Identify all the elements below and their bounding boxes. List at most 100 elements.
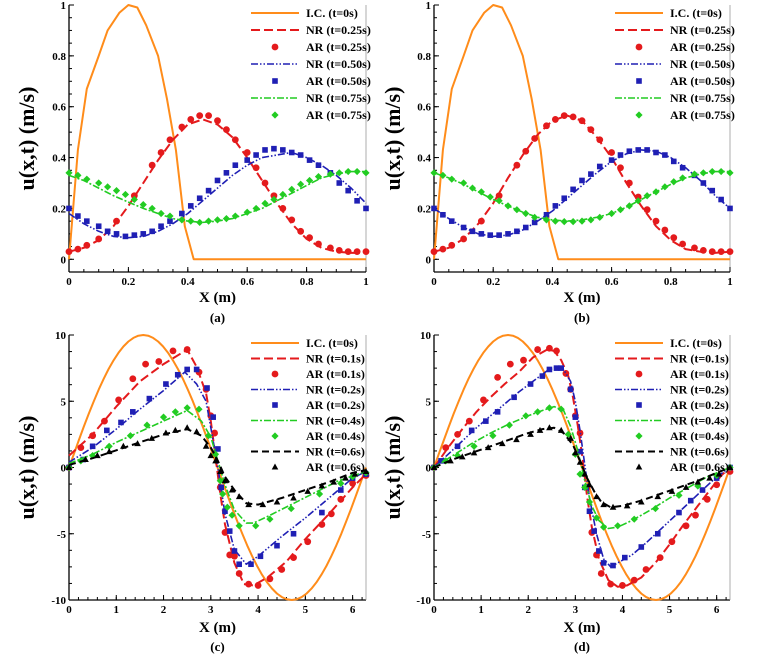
y-axis-label: u(x,t) (m/s) [380,416,405,520]
series-marker-2 [703,495,711,503]
series-marker-4 [204,385,210,391]
series-marker-6 [104,183,112,191]
x-tick-label: 3 [573,604,579,616]
series-marker-6 [216,477,224,485]
series-marker-2 [553,347,560,355]
series-marker-6 [349,473,357,481]
series-marker-4 [89,443,96,450]
series-marker-2 [155,358,163,365]
legend-label: AR (t=0.75s) [670,108,735,122]
x-axis-label: X (m) [563,290,600,306]
series-marker-8 [183,424,191,431]
legend-swatch-marker [635,463,643,470]
series-marker-2 [534,346,542,353]
legend-swatch-marker [271,463,279,470]
series-marker-2 [634,193,642,201]
series-marker-6 [468,184,477,192]
legend-swatch-marker [635,43,643,51]
legend-swatch-marker [271,432,279,440]
series-marker-4 [543,211,550,218]
series-marker-8 [202,442,210,449]
series-marker-2 [223,126,230,133]
y-tick-label: 0.4 [52,153,66,165]
series-marker-6 [74,171,82,179]
series-marker-4 [184,366,190,373]
legend-label: NR (t=0.25s) [306,23,371,37]
series-line-1 [68,118,366,254]
series-marker-4 [679,164,686,171]
series-marker-4 [193,366,200,373]
series-marker-6 [596,213,604,221]
series-marker-4 [469,228,476,235]
series-marker-2 [337,495,345,503]
panel-caption: (a) [210,310,225,325]
series-marker-2 [520,356,527,364]
series-marker-6 [279,190,287,199]
series-marker-2 [494,374,502,381]
series-marker-8 [65,464,73,470]
y-tick-label: 10 [55,330,67,342]
series-marker-6 [439,171,447,179]
series-marker-2 [115,396,123,404]
series-marker-8 [557,426,565,433]
series-marker-2 [656,554,664,561]
series-marker-4 [140,231,147,237]
series-marker-6 [448,175,456,183]
x-tick-label: 0.2 [122,276,136,288]
series-marker-4 [561,195,568,202]
x-tick-label: 5 [667,604,673,616]
series-marker-2 [480,396,487,404]
series-marker-2 [148,161,156,169]
series-marker-2 [89,432,97,440]
series-marker-6 [235,522,243,530]
series-marker-2 [77,444,85,452]
legend-label: AR (t=0.2s) [306,398,365,412]
series-marker-4 [553,365,560,371]
x-tick-label: 5 [303,604,309,616]
y-tick-label: 1 [61,0,67,12]
series-marker-4 [531,219,538,226]
series-marker-8 [105,448,113,455]
series-marker-4 [596,163,603,170]
series-marker-4 [483,418,489,424]
series-marker-6 [337,479,345,487]
x-tick-label: 0.4 [546,276,560,288]
series-marker-2 [560,112,568,120]
series-marker-6 [362,169,370,177]
series-marker-6 [531,213,539,221]
series-group [430,334,734,601]
y-tick-label: 0.8 [417,51,431,63]
series-marker-2 [531,135,539,142]
legend-swatch-marker [271,370,279,378]
series-marker-6 [252,204,260,213]
series-marker-4 [84,218,90,224]
series-marker-2 [205,112,212,120]
x-tick-label: 0.8 [664,276,678,288]
series-marker-6 [661,183,669,191]
y-tick-label: 0 [426,254,432,266]
x-tick-label: 0 [66,276,72,288]
y-tick-label: -5 [57,529,67,541]
x-tick-label: 0.6 [605,276,619,288]
series-marker-6 [83,175,91,183]
series-marker-4 [610,562,616,569]
series-marker-2 [318,521,326,528]
series-marker-2 [243,149,251,156]
series-marker-8 [212,457,219,464]
series-marker-6 [112,187,121,195]
series-marker-4 [187,203,194,209]
series-marker-2 [245,580,253,588]
legend-label: NR (t=0.25s) [670,23,735,37]
series-marker-2 [546,344,553,352]
series-marker-2 [569,113,577,121]
series-marker-6 [266,515,274,523]
series-marker-2 [261,179,269,187]
series-marker-6 [581,483,589,491]
legend-label: NR (t=0.1s) [306,352,365,366]
series-marker-8 [259,501,267,508]
series-marker-8 [228,486,236,493]
series-marker-8 [682,483,690,490]
series-marker-6 [643,192,651,200]
series-marker-6 [587,216,595,224]
series-marker-4 [727,205,733,212]
